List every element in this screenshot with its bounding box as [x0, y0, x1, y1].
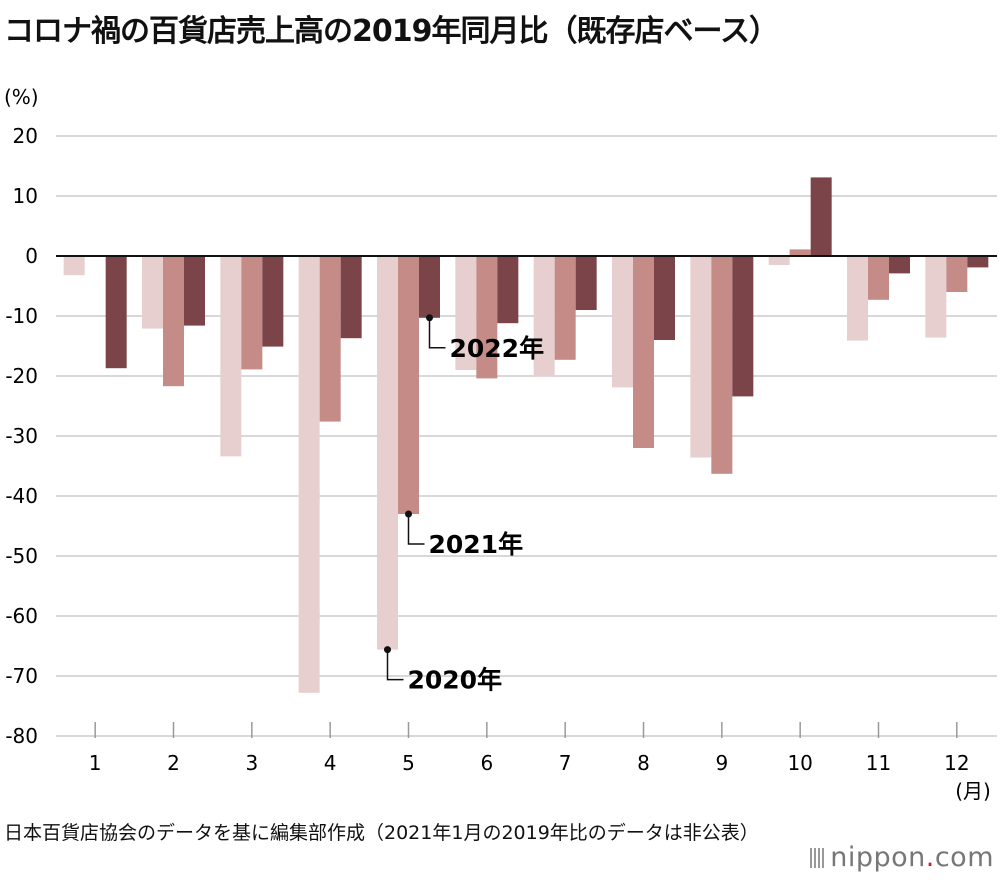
- y-tick-label: 10: [13, 184, 38, 208]
- bar-2020-12: [925, 256, 947, 338]
- bar-2022-5: [419, 256, 440, 318]
- bar-2021-11: [868, 256, 889, 300]
- bar-2020-6: [455, 256, 477, 370]
- x-tick-label: 10: [787, 751, 812, 775]
- y-tick-label: -50: [5, 544, 38, 568]
- bar-2020-2: [142, 256, 163, 329]
- x-tick-label: 6: [480, 751, 493, 775]
- y-tick-label: -10: [5, 304, 38, 328]
- bar-2020-7: [533, 256, 555, 377]
- x-tick-label: 8: [637, 751, 650, 775]
- x-tick-label: 5: [402, 751, 415, 775]
- x-tick-label: 3: [245, 751, 258, 775]
- x-axis-unit-label: (月): [955, 779, 991, 803]
- y-tick-label: -80: [5, 724, 38, 748]
- bar-2020-3: [220, 256, 242, 457]
- y-tick-label: -40: [5, 484, 38, 508]
- x-tick-label: 12: [944, 751, 969, 775]
- bar-2022-11: [889, 256, 910, 274]
- x-tick-label: 7: [559, 751, 572, 775]
- bar-2020-1: [63, 256, 85, 276]
- bar-2022-4: [340, 256, 362, 339]
- bar-2020-8: [612, 256, 633, 388]
- bar-2020-10: [768, 256, 790, 265]
- bar-2020-5: [377, 256, 398, 650]
- y-tick-label: -70: [5, 664, 38, 688]
- bar-2022-12: [967, 256, 989, 268]
- bar-2022-6: [497, 256, 519, 324]
- bar-2022-1: [105, 256, 127, 369]
- x-tick-label: 1: [89, 751, 102, 775]
- bar-2021-4: [319, 256, 341, 422]
- logo-brand: nippon: [830, 842, 926, 873]
- bar-2021-6: [476, 256, 498, 379]
- x-tick-label: 4: [324, 751, 337, 775]
- bar-2020-11: [847, 256, 868, 341]
- bar-2021-9: [711, 256, 733, 474]
- annotation-label: 2020年: [408, 666, 503, 695]
- bar-2021-8: [633, 256, 654, 448]
- bar-2021-5: [398, 256, 419, 514]
- y-tick-label: -20: [5, 364, 38, 388]
- bar-2021-2: [163, 256, 184, 387]
- x-tick-label: 9: [715, 751, 728, 775]
- bar-2020-4: [298, 256, 320, 693]
- chart-title: コロナ禍の百貨店売上高の2019年同月比（既存店ベース）: [4, 14, 779, 49]
- bar-2021-10: [789, 249, 811, 256]
- bar-2022-10: [810, 177, 832, 256]
- bar-2022-7: [575, 256, 597, 310]
- x-tick-label: 2: [167, 751, 180, 775]
- annotation-leader: [428, 317, 446, 349]
- annotation-label: 2021年: [429, 530, 524, 559]
- y-tick-label: -30: [5, 424, 38, 448]
- y-axis-unit-label: (%): [4, 85, 39, 109]
- bar-2022-3: [262, 256, 284, 347]
- barcode-icon: [810, 848, 825, 868]
- logo-dot: .: [925, 842, 935, 873]
- bar-2021-3: [241, 256, 263, 370]
- bar-2020-9: [690, 256, 712, 458]
- x-tick-label: 11: [866, 751, 891, 775]
- bar-2021-12: [946, 256, 968, 292]
- nippon-logo: nippon.com: [810, 842, 994, 873]
- bar-2022-9: [732, 256, 754, 397]
- annotation-leader: [386, 649, 404, 681]
- y-tick-label: 0: [25, 244, 38, 268]
- logo-tld: com: [934, 842, 994, 873]
- annotation-leader: [407, 514, 425, 545]
- bar-2022-8: [654, 256, 675, 340]
- y-tick-label: 20: [13, 124, 38, 148]
- y-tick-label: -60: [5, 604, 38, 628]
- bar-2022-2: [184, 256, 205, 326]
- bar-2021-7: [554, 256, 576, 360]
- source-footnote: 日本百貨店協会のデータを基に編集部作成（2021年1月の2019年比のデータは非…: [4, 822, 759, 844]
- annotation-label: 2022年: [450, 334, 545, 363]
